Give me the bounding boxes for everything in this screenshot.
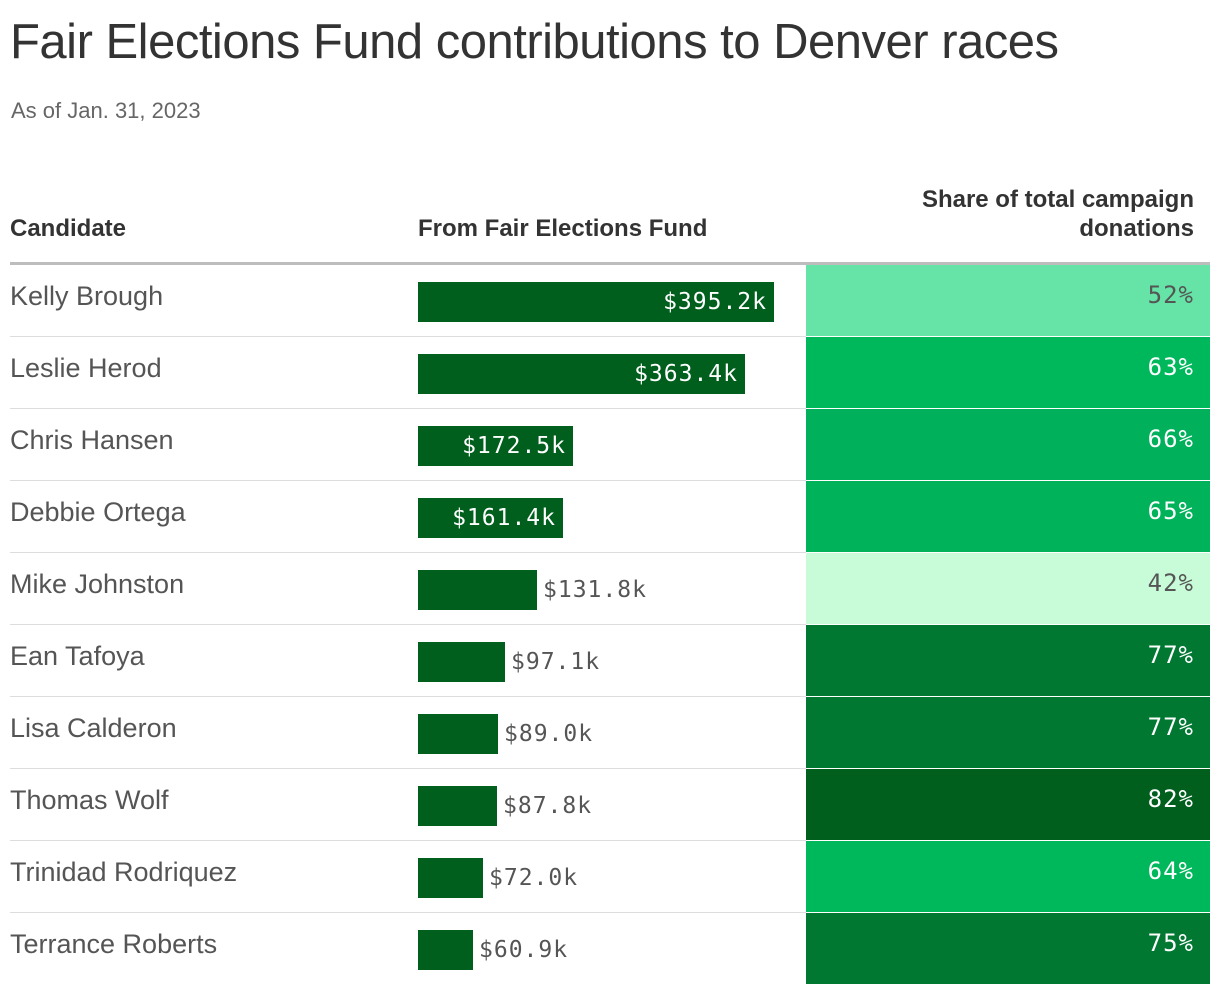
row-divider [10,480,806,481]
candidate-name: Leslie Herod [10,353,162,383]
column-header-candidate: Candidate [10,215,127,242]
table-row: Thomas Wolf $87.8k 82% [0,769,1220,841]
share-cell: 65% [806,481,1210,552]
table-row: Debbie Ortega $161.4k 65% [0,481,1220,553]
table-row: Leslie Herod $363.4k 63% [0,337,1220,409]
column-header-share-line1: Share of total campaign [921,186,1194,213]
share-cell: 66% [806,409,1210,480]
share-cell: 77% [806,697,1210,768]
share-value-label: 82% [1147,785,1194,813]
share-cell: 64% [806,841,1210,912]
share-value-label: 66% [1147,425,1194,453]
table-row: Trinidad Rodriquez $72.0k 64% [0,841,1220,913]
row-divider [10,552,806,553]
fund-bar [418,354,745,394]
share-value-label: 42% [1147,569,1194,597]
candidate-name: Debbie Ortega [10,497,186,527]
share-value-label: 64% [1147,857,1194,885]
table-row: Terrance Roberts $60.9k 75% [0,913,1220,985]
fund-bar [418,714,498,754]
candidate-name: Mike Johnston [10,569,185,599]
chart-subtitle: As of Jan. 31, 2023 [11,98,201,123]
fund-bar [418,786,497,826]
column-header-fund: From Fair Elections Fund [418,215,708,242]
candidate-name: Kelly Brough [10,281,164,311]
candidate-name: Trinidad Rodriquez [10,857,238,887]
fund-value-label: $89.0k [504,721,594,747]
share-cell: 63% [806,337,1210,408]
row-divider [10,768,806,769]
share-value-label: 77% [1147,641,1194,669]
candidate-name: Ean Tafoya [10,641,145,671]
table-row: Lisa Calderon $89.0k 77% [0,697,1220,769]
share-value-label: 77% [1147,713,1194,741]
row-divider [10,336,806,337]
row-divider [10,408,806,409]
chart-title: Fair Elections Fund contributions to Den… [10,15,1059,69]
fund-bar [418,498,563,538]
row-divider [10,912,806,913]
fund-bar [418,642,505,682]
share-cell: 82% [806,769,1210,840]
row-divider [10,840,806,841]
fund-value-label: $363.4k [634,361,738,387]
fund-value-label: $131.8k [543,577,647,603]
share-value-label: 63% [1147,353,1194,381]
fund-value-label: $395.2k [663,289,767,315]
share-cell: 42% [806,553,1210,624]
table-row: Kelly Brough $395.2k 52% [0,265,1220,337]
table-row: Mike Johnston $131.8k 42% [0,553,1220,625]
fund-value-label: $87.8k [503,793,593,819]
share-cell: 77% [806,625,1210,696]
share-value-label: 52% [1147,281,1194,309]
row-divider [10,696,806,697]
share-value-label: 65% [1147,497,1194,525]
candidate-name: Lisa Calderon [10,713,177,743]
column-header-share: Share of total campaign donations [834,185,1194,243]
fund-value-label: $60.9k [479,937,569,963]
candidate-name: Terrance Roberts [10,929,218,959]
fund-value-label: $161.4k [452,505,556,531]
header-rule [10,262,1210,265]
row-divider [10,624,806,625]
fund-bar [418,930,473,970]
table-row: Chris Hansen $172.5k 66% [0,409,1220,481]
fund-bar [418,858,483,898]
fund-bar [418,570,537,610]
candidate-name: Thomas Wolf [10,785,169,815]
fund-value-label: $72.0k [489,865,579,891]
fund-bar [418,282,774,322]
share-cell: 52% [806,265,1210,336]
fund-value-label: $172.5k [462,433,566,459]
share-value-label: 75% [1147,929,1194,957]
table-row: Ean Tafoya $97.1k 77% [0,625,1220,697]
fund-bar [418,426,573,466]
column-header-share-line2: donations [1079,215,1194,242]
fund-value-label: $97.1k [511,649,601,675]
share-cell: 75% [806,913,1210,984]
candidate-name: Chris Hansen [10,425,174,455]
